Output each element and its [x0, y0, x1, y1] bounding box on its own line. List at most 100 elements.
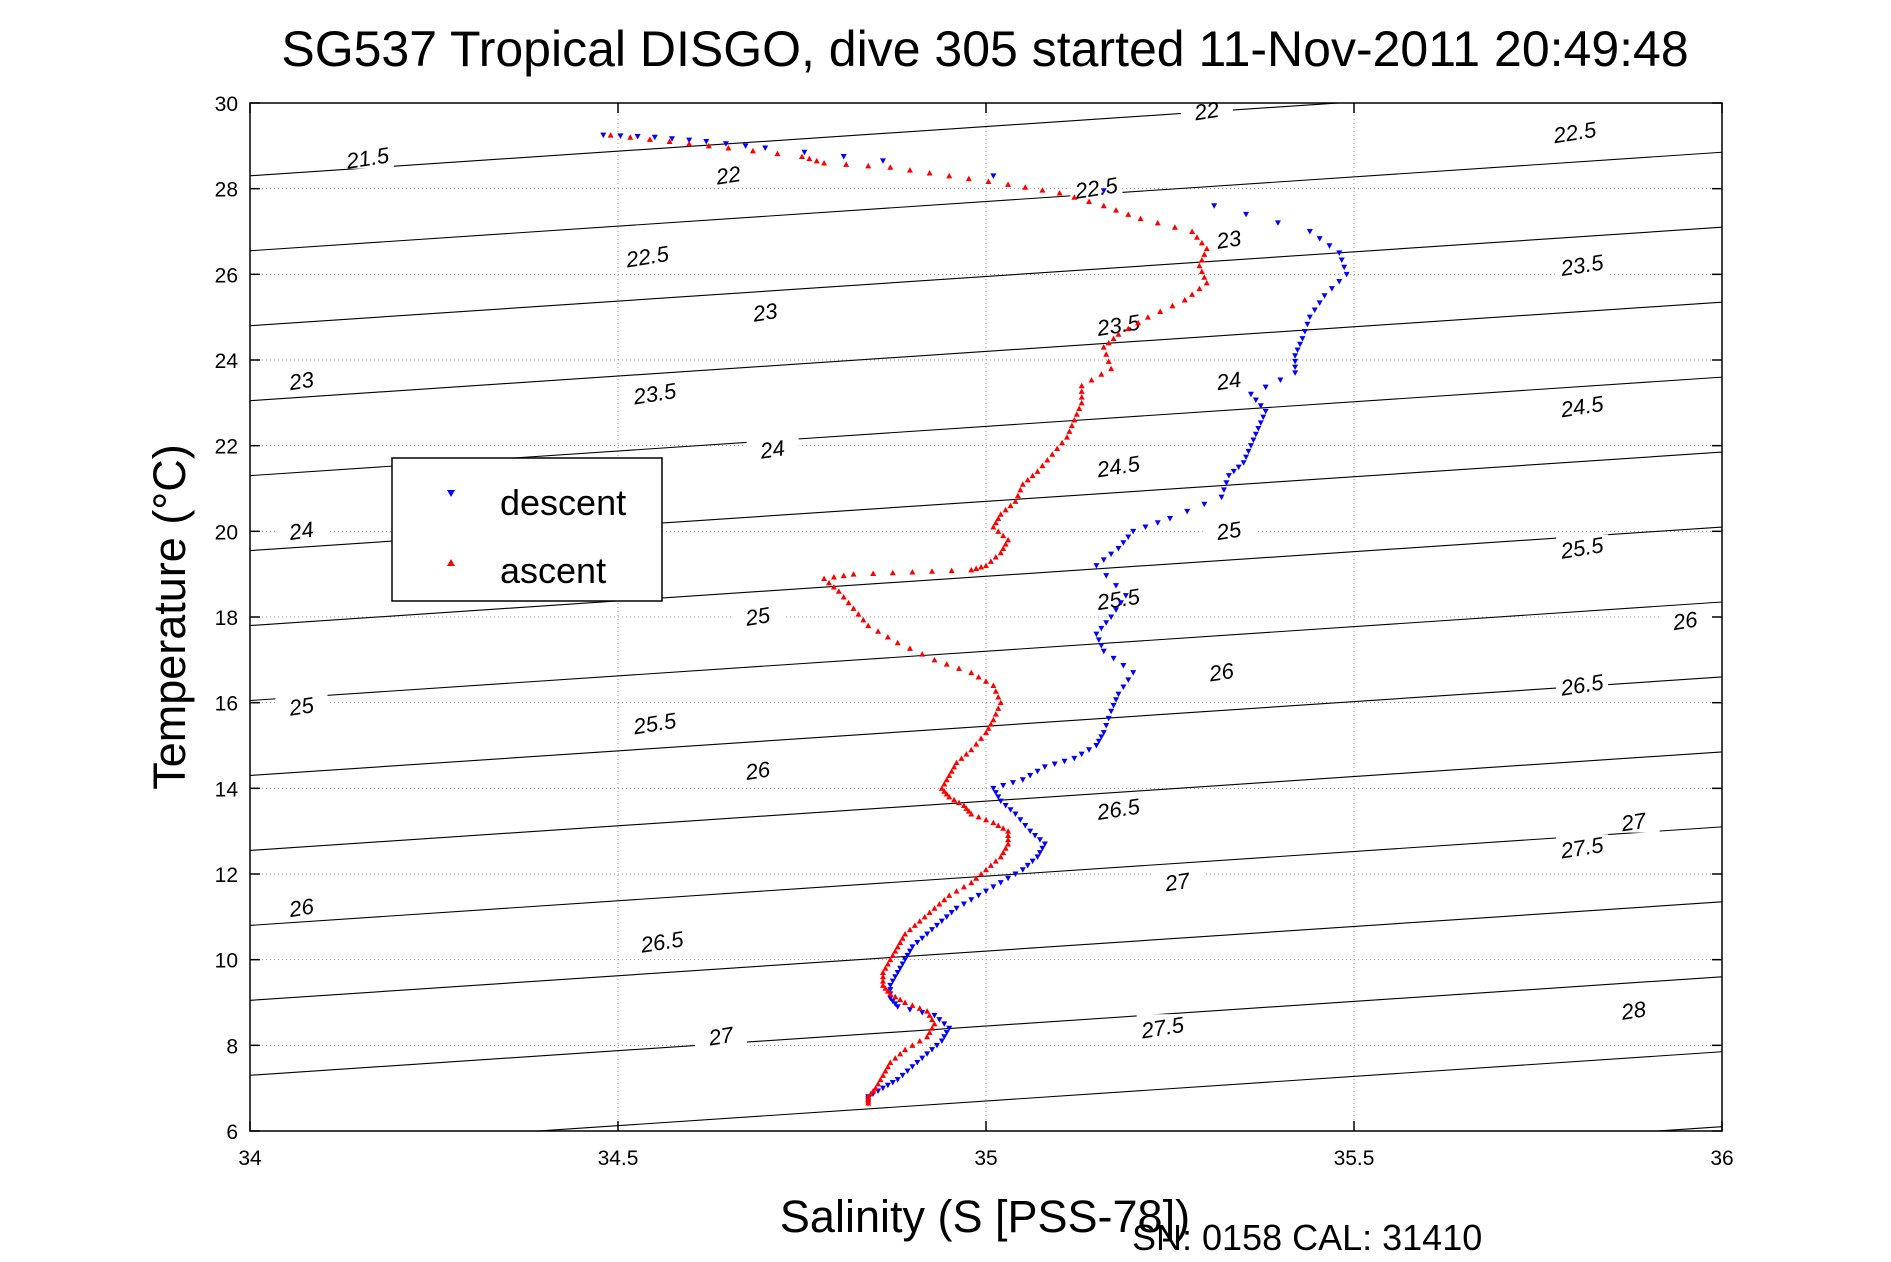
descent-point	[904, 952, 911, 959]
density-contour	[250, 601, 1722, 702]
descent-point	[1100, 730, 1107, 736]
ascent-point	[865, 162, 872, 169]
density-contour	[250, 976, 1722, 1076]
ascent-point	[1034, 468, 1041, 474]
ascent-point	[725, 144, 732, 151]
ascent-point	[926, 169, 933, 176]
ascent-point	[906, 926, 913, 933]
ascent-point	[1196, 262, 1203, 269]
y-tick-label: 20	[215, 521, 238, 544]
ascent-point	[960, 883, 967, 890]
descent-point	[1036, 837, 1043, 843]
descent-point	[1115, 691, 1122, 698]
grid	[250, 103, 1722, 1131]
ascent-point	[943, 791, 950, 797]
ascent-point	[887, 164, 894, 170]
descent-point	[1086, 747, 1093, 753]
ascent-point	[975, 673, 982, 680]
descent-point	[892, 974, 899, 980]
descent-point	[668, 136, 675, 142]
descent-point	[1247, 391, 1254, 398]
ascent-point	[1012, 498, 1019, 504]
ascent-point	[929, 1025, 936, 1031]
contour-label-background	[628, 710, 681, 735]
descent-point	[1120, 663, 1127, 669]
ascent-point	[1171, 224, 1178, 230]
descent-point	[1103, 620, 1110, 626]
descent-point	[1036, 850, 1043, 856]
ascent-point	[911, 922, 918, 928]
descent-point	[1247, 443, 1254, 449]
descent-point	[1220, 487, 1227, 493]
ascent-point	[943, 661, 950, 667]
ascent-point	[1157, 308, 1164, 314]
descent-point	[879, 1085, 886, 1092]
descent-point	[1243, 211, 1250, 218]
ascent-point	[1198, 239, 1205, 246]
ascent-point	[946, 772, 953, 778]
descent-point	[1218, 494, 1225, 501]
descent-point	[840, 154, 847, 160]
ascent-point	[830, 584, 837, 590]
ascent-point	[987, 721, 994, 727]
ascent-point	[892, 993, 899, 1000]
descent-point	[887, 982, 894, 989]
descent-point	[1019, 867, 1026, 873]
ascent-point	[892, 948, 899, 954]
ascent-point	[840, 572, 847, 579]
descent-point	[1100, 557, 1107, 563]
ascent-point	[902, 1046, 909, 1053]
descent-point	[906, 948, 913, 955]
descent-point	[1211, 203, 1218, 209]
contour-label-background	[1556, 251, 1609, 276]
ascent-point	[1203, 245, 1210, 252]
ascent-point	[1088, 376, 1095, 383]
ascent-point	[821, 159, 828, 166]
ascent-point	[879, 969, 886, 976]
contour-label: 27	[1619, 808, 1649, 837]
legend: descent ascent	[391, 457, 663, 602]
descent-point	[1245, 448, 1252, 455]
contour-label-background	[1556, 534, 1609, 559]
ascent-point	[899, 935, 906, 941]
ascent-point	[894, 943, 901, 950]
ascent-point	[997, 699, 1004, 706]
ascent-point	[946, 892, 953, 898]
ascent-point	[1144, 314, 1151, 320]
ascent-point	[850, 571, 857, 577]
descent-point	[1019, 777, 1026, 783]
ascent-point	[870, 570, 877, 576]
ascent-point	[990, 524, 997, 530]
ascent-point	[978, 735, 985, 741]
y-tick-label: 12	[215, 864, 238, 887]
y-tick-label: 22	[215, 436, 238, 459]
ascent-point	[872, 1085, 879, 1091]
descent-point	[983, 888, 989, 895]
ascent-point	[1181, 297, 1188, 303]
descent-point	[946, 1025, 953, 1032]
ascent-point	[879, 982, 886, 988]
ascent-point	[924, 1033, 931, 1040]
contour-label-background	[1607, 997, 1660, 1022]
ascent-point	[968, 811, 975, 817]
descent-point	[1007, 807, 1014, 813]
contour-label: 26	[1670, 606, 1700, 635]
y-tick-label: 16	[215, 693, 238, 716]
descent-point	[1225, 473, 1232, 479]
ascent-point	[941, 781, 948, 787]
ascent-point	[985, 178, 992, 185]
descent-point	[801, 149, 808, 156]
ascent-point	[987, 558, 994, 564]
ascent-point	[1029, 472, 1036, 479]
contour-label-background	[1195, 658, 1248, 683]
ascent-point	[946, 793, 953, 800]
ascent-point	[992, 858, 999, 864]
ascent-point	[882, 985, 889, 991]
contour-label-background	[341, 144, 394, 169]
ascent-point	[865, 622, 872, 629]
ascent-point	[1044, 456, 1051, 463]
descent-point	[1223, 480, 1230, 486]
contour-label-background	[1556, 393, 1609, 418]
descent-point	[938, 918, 945, 925]
ascent-point	[892, 1055, 899, 1061]
